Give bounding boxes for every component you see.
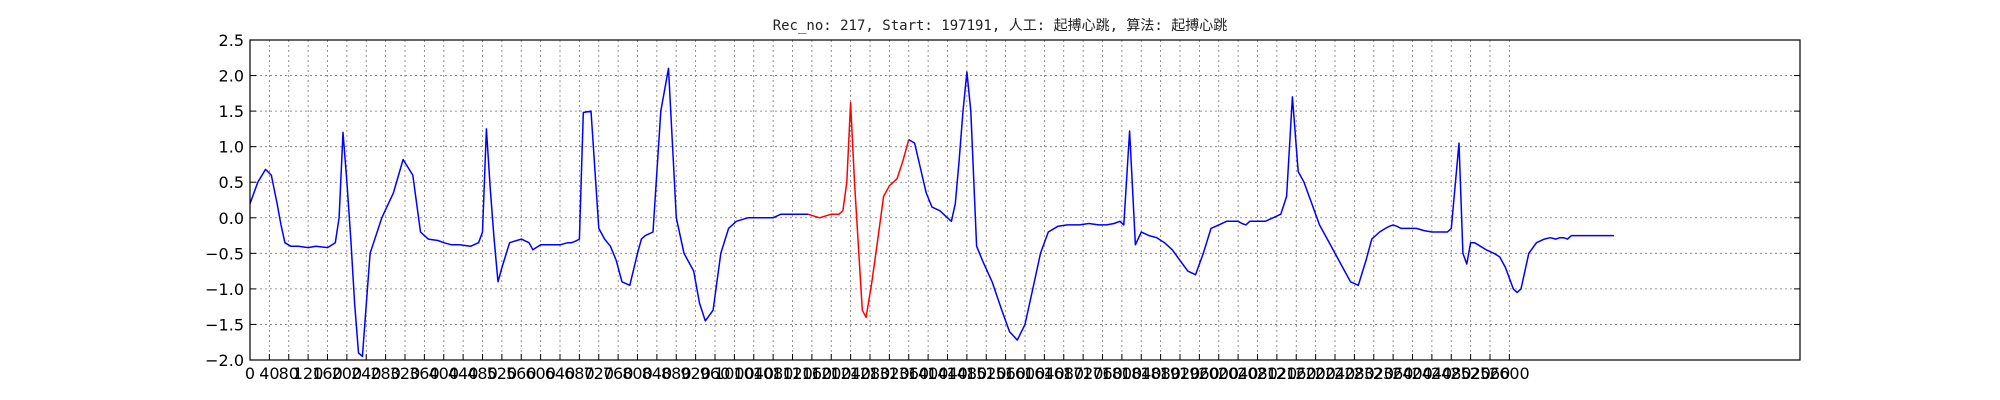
x-tick-label: 560 <box>506 364 537 383</box>
y-tick-label: −0.5 <box>205 244 244 263</box>
x-axis: 0 40 8012016020024028032036040044048052056… <box>245 354 1530 383</box>
x-tick-label: 2000 <box>1198 364 1239 383</box>
x-tick-label: 960 <box>700 364 731 383</box>
x-tick-label: 160 <box>312 364 343 383</box>
x-tick-label: 2360 <box>1373 364 1414 383</box>
x-tick-label: 1080 <box>753 364 794 383</box>
x-tick-label: 520 <box>487 364 518 383</box>
y-tick-label: 2.0 <box>219 67 244 86</box>
series-line-1 <box>249 67 808 358</box>
x-tick-label: 1480 <box>947 364 988 383</box>
grid-lines <box>250 39 1800 361</box>
y-tick-label: −1.5 <box>205 315 244 334</box>
x-tick-label: 2160 <box>1276 364 1317 383</box>
chart-title: Rec_no: 217, Start: 197191, 人工: 起搏心跳, 算法… <box>773 17 1228 34</box>
x-tick-label: 320 <box>390 364 421 383</box>
y-tick-label: 1.5 <box>219 102 244 121</box>
x-tick-label: 1720 <box>1063 364 1104 383</box>
x-tick-label: 920 <box>680 364 711 383</box>
x-tick-label: 2040 <box>1218 364 1259 383</box>
x-tick-label: 40 <box>259 364 279 383</box>
x-tick-label: 1680 <box>1043 364 1084 383</box>
y-tick-label: −1.0 <box>205 280 244 299</box>
x-tick-label: 680 <box>564 364 595 383</box>
x-tick-label: 1520 <box>966 364 1007 383</box>
y-tick-label: 2.5 <box>219 31 244 50</box>
x-tick-label: 2280 <box>1334 364 1375 383</box>
x-tick-label: 400 <box>428 364 459 383</box>
x-tick-label: 1000 <box>714 364 755 383</box>
series-line-2 <box>807 101 910 319</box>
x-tick-label: 1920 <box>1160 364 1201 383</box>
y-tick-label: 0.5 <box>219 173 244 192</box>
x-tick-label: 2240 <box>1315 364 1356 383</box>
x-tick-label: 0 <box>245 364 255 383</box>
x-tick-label: 1880 <box>1140 364 1181 383</box>
x-tick-label: 1560 <box>985 364 1026 383</box>
x-tick-label: 2440 <box>1412 364 1453 383</box>
x-tick-label: 640 <box>545 364 576 383</box>
x-tick-label: 1760 <box>1082 364 1123 383</box>
x-tick-label: 880 <box>661 364 692 383</box>
x-tick-label: 1840 <box>1121 364 1162 383</box>
x-tick-label: 480 <box>467 364 498 383</box>
x-tick-label: 2600 <box>1489 364 1530 383</box>
x-tick-label: 1960 <box>1179 364 1220 383</box>
x-tick-label: 840 <box>642 364 673 383</box>
x-tick-label: 1440 <box>927 364 968 383</box>
x-tick-label: 240 <box>351 364 382 383</box>
x-tick-label: 2480 <box>1431 364 1472 383</box>
x-tick-label: 2400 <box>1392 364 1433 383</box>
x-tick-label: 1360 <box>888 364 929 383</box>
x-tick-label: 1640 <box>1024 364 1065 383</box>
x-tick-label: 1800 <box>1102 364 1143 383</box>
signal-series <box>249 67 1614 358</box>
x-tick-label: 1400 <box>908 364 949 383</box>
x-tick-label: 2560 <box>1470 364 1511 383</box>
x-tick-label: 600 <box>525 364 556 383</box>
y-tick-label: 1.0 <box>219 138 244 157</box>
x-tick-label: 360 <box>409 364 440 383</box>
series-line-3 <box>908 71 1614 341</box>
x-tick-label: 2080 <box>1237 364 1278 383</box>
x-tick-label: 2200 <box>1295 364 1336 383</box>
x-tick-label: 720 <box>583 364 614 383</box>
x-tick-label: 1160 <box>792 364 833 383</box>
x-tick-label: 1040 <box>733 364 774 383</box>
x-tick-label: 1240 <box>830 364 871 383</box>
x-tick-label: 200 <box>332 364 363 383</box>
x-tick-label: 1280 <box>850 364 891 383</box>
x-tick-label: 2520 <box>1450 364 1491 383</box>
y-tick-label: 0.0 <box>219 209 244 228</box>
x-tick-label: 1120 <box>772 364 813 383</box>
x-tick-label: 760 <box>603 364 634 383</box>
x-tick-label: 1600 <box>1005 364 1046 383</box>
x-tick-label: 280 <box>370 364 401 383</box>
x-tick-label: 1320 <box>869 364 910 383</box>
x-tick-label: 80 <box>279 364 299 383</box>
x-tick-label: 1200 <box>811 364 852 383</box>
x-tick-label: 120 <box>293 364 324 383</box>
y-axis: −2.0 −1.5 −1.0 −0.5 0.0 0.5 1.0 1.5 2.0 2.5 <box>205 31 1800 370</box>
x-tick-label: 440 <box>448 364 479 383</box>
x-tick-label: 2320 <box>1353 364 1394 383</box>
x-tick-label: 800 <box>622 364 653 383</box>
y-tick-label: −2.0 <box>205 351 244 370</box>
x-tick-label: 2120 <box>1257 364 1298 383</box>
